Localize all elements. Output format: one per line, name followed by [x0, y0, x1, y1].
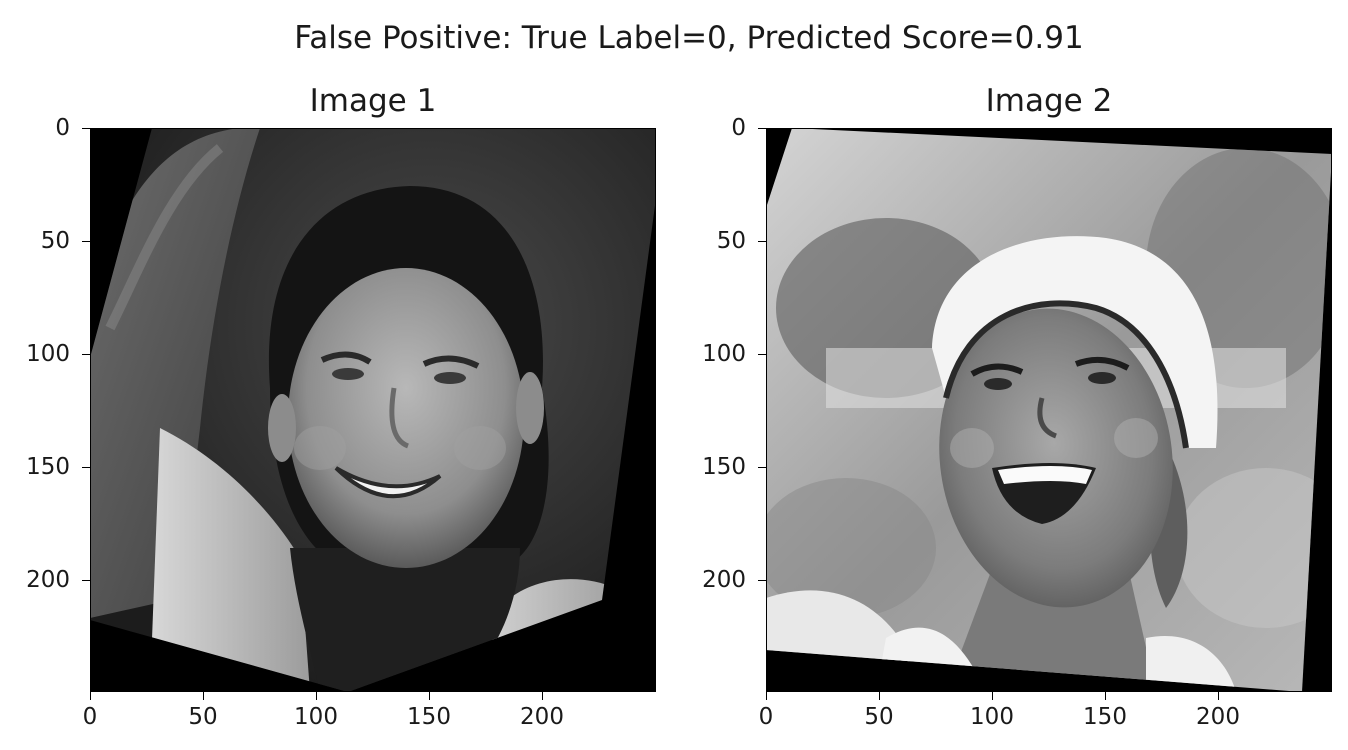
x-tick-label: 50	[188, 704, 218, 730]
y-tick	[82, 241, 90, 242]
x-tick	[90, 692, 91, 700]
x-tick	[992, 692, 993, 700]
y-tick	[758, 467, 766, 468]
y-tick-label: 100	[702, 341, 746, 367]
subplot-title: Image 1	[309, 83, 437, 119]
image-axes: 0 50 100 150 200 0 50 100 150 200	[702, 115, 1332, 730]
x-tick-label: 150	[407, 704, 451, 730]
y-tick	[758, 241, 766, 242]
y-tick	[758, 128, 766, 129]
y-tick	[758, 354, 766, 355]
y-tick-label: 50	[40, 228, 70, 254]
y-tick-label: 0	[731, 115, 746, 141]
x-tick-label: 150	[1083, 704, 1127, 730]
subplot-image-1: Image 1	[0, 0, 660, 750]
x-tick-label: 0	[82, 704, 98, 730]
x-tick	[766, 692, 767, 700]
image-axes: 0 50 100 150 200 0 50 100 150 200	[26, 115, 656, 730]
y-tick-label: 150	[26, 454, 70, 480]
y-tick	[82, 128, 90, 129]
y-tick	[82, 354, 90, 355]
face-photo-2	[766, 128, 1332, 692]
x-tick	[542, 692, 543, 700]
y-tick-label: 50	[716, 228, 746, 254]
y-tick-label: 100	[26, 341, 70, 367]
x-tick-label: 50	[864, 704, 894, 730]
y-tick-label: 200	[702, 567, 746, 593]
x-tick-label: 0	[758, 704, 774, 730]
x-tick	[879, 692, 880, 700]
x-tick	[203, 692, 204, 700]
x-tick-label: 200	[1196, 704, 1240, 730]
y-tick-label: 200	[26, 567, 70, 593]
y-tick	[82, 467, 90, 468]
x-tick	[316, 692, 317, 700]
x-tick	[1218, 692, 1219, 700]
x-tick-label: 200	[520, 704, 564, 730]
x-tick	[429, 692, 430, 700]
y-tick-label: 0	[55, 115, 70, 141]
x-tick	[1105, 692, 1106, 700]
x-tick-label: 100	[294, 704, 338, 730]
face-photo-1	[90, 128, 656, 692]
figure-suptitle: False Positive: True Label=0, Predicted …	[294, 20, 1084, 56]
subplot-image-2: Image 2	[676, 0, 1336, 750]
subplot-title: Image 2	[985, 83, 1113, 119]
y-tick-label: 150	[702, 454, 746, 480]
x-tick-label: 100	[970, 704, 1014, 730]
y-tick	[758, 580, 766, 581]
y-tick	[82, 580, 90, 581]
